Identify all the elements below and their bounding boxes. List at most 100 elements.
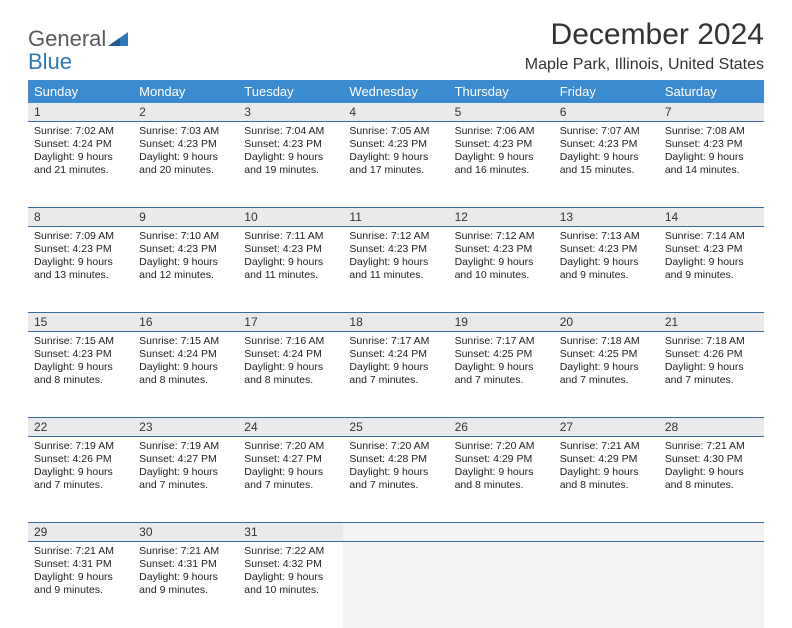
day-cell: Sunrise: 7:16 AMSunset: 4:24 PMDaylight:… bbox=[238, 332, 343, 418]
day-cell: Sunrise: 7:21 AMSunset: 4:31 PMDaylight:… bbox=[28, 542, 133, 628]
day-cell: Sunrise: 7:20 AMSunset: 4:29 PMDaylight:… bbox=[449, 437, 554, 523]
day-number-cell: 29 bbox=[28, 523, 133, 542]
day-number-cell: 14 bbox=[659, 208, 764, 227]
logo-triangle-icon bbox=[108, 27, 128, 50]
calendar-table: SundayMondayTuesdayWednesdayThursdayFrid… bbox=[28, 80, 764, 628]
day-number-cell: 1 bbox=[28, 103, 133, 122]
day-cell: Sunrise: 7:08 AMSunset: 4:23 PMDaylight:… bbox=[659, 122, 764, 208]
weekday-header: Thursday bbox=[449, 80, 554, 103]
logo: General Blue bbox=[28, 18, 128, 73]
day-cell: Sunrise: 7:21 AMSunset: 4:29 PMDaylight:… bbox=[554, 437, 659, 523]
day-cell: Sunrise: 7:18 AMSunset: 4:25 PMDaylight:… bbox=[554, 332, 659, 418]
day-content: Sunrise: 7:17 AMSunset: 4:25 PMDaylight:… bbox=[449, 332, 554, 392]
day-content: Sunrise: 7:13 AMSunset: 4:23 PMDaylight:… bbox=[554, 227, 659, 287]
day-number: 3 bbox=[238, 103, 343, 121]
day-number: 12 bbox=[449, 208, 554, 226]
day-number-cell: 2 bbox=[133, 103, 238, 122]
day-cell: Sunrise: 7:19 AMSunset: 4:27 PMDaylight:… bbox=[133, 437, 238, 523]
day-content: Sunrise: 7:21 AMSunset: 4:31 PMDaylight:… bbox=[133, 542, 238, 602]
day-number-cell: 16 bbox=[133, 313, 238, 332]
day-cell: Sunrise: 7:10 AMSunset: 4:23 PMDaylight:… bbox=[133, 227, 238, 313]
daynum-row: 891011121314 bbox=[28, 208, 764, 227]
day-number-cell: 18 bbox=[343, 313, 448, 332]
day-content: Sunrise: 7:09 AMSunset: 4:23 PMDaylight:… bbox=[28, 227, 133, 287]
day-number: 25 bbox=[343, 418, 448, 436]
day-content: Sunrise: 7:06 AMSunset: 4:23 PMDaylight:… bbox=[449, 122, 554, 182]
day-cell: Sunrise: 7:07 AMSunset: 4:23 PMDaylight:… bbox=[554, 122, 659, 208]
week-row: Sunrise: 7:09 AMSunset: 4:23 PMDaylight:… bbox=[28, 227, 764, 313]
day-number-cell: 6 bbox=[554, 103, 659, 122]
calendar-page: General Blue December 2024 Maple Park, I… bbox=[0, 0, 792, 612]
page-header: General Blue December 2024 Maple Park, I… bbox=[28, 18, 764, 74]
day-number-cell: 24 bbox=[238, 418, 343, 437]
day-number-cell: 13 bbox=[554, 208, 659, 227]
weekday-header: Monday bbox=[133, 80, 238, 103]
day-cell: Sunrise: 7:06 AMSunset: 4:23 PMDaylight:… bbox=[449, 122, 554, 208]
day-cell: Sunrise: 7:13 AMSunset: 4:23 PMDaylight:… bbox=[554, 227, 659, 313]
day-number: 24 bbox=[238, 418, 343, 436]
day-content: Sunrise: 7:19 AMSunset: 4:26 PMDaylight:… bbox=[28, 437, 133, 497]
week-row: Sunrise: 7:21 AMSunset: 4:31 PMDaylight:… bbox=[28, 542, 764, 628]
empty-daynum-cell bbox=[554, 523, 659, 542]
empty-daynum-cell bbox=[659, 523, 764, 542]
day-cell: Sunrise: 7:21 AMSunset: 4:31 PMDaylight:… bbox=[133, 542, 238, 628]
day-cell: Sunrise: 7:20 AMSunset: 4:28 PMDaylight:… bbox=[343, 437, 448, 523]
day-cell: Sunrise: 7:17 AMSunset: 4:25 PMDaylight:… bbox=[449, 332, 554, 418]
day-number-cell: 22 bbox=[28, 418, 133, 437]
day-number: 19 bbox=[449, 313, 554, 331]
day-content: Sunrise: 7:03 AMSunset: 4:23 PMDaylight:… bbox=[133, 122, 238, 182]
daynum-row: 1234567 bbox=[28, 103, 764, 122]
day-number: 15 bbox=[28, 313, 133, 331]
day-content: Sunrise: 7:12 AMSunset: 4:23 PMDaylight:… bbox=[449, 227, 554, 287]
day-number-cell: 10 bbox=[238, 208, 343, 227]
day-number: 31 bbox=[238, 523, 343, 541]
day-number-cell: 7 bbox=[659, 103, 764, 122]
empty-daynum-cell bbox=[449, 523, 554, 542]
week-row: Sunrise: 7:19 AMSunset: 4:26 PMDaylight:… bbox=[28, 437, 764, 523]
daynum-row: 293031 bbox=[28, 523, 764, 542]
day-content: Sunrise: 7:02 AMSunset: 4:24 PMDaylight:… bbox=[28, 122, 133, 182]
day-cell: Sunrise: 7:04 AMSunset: 4:23 PMDaylight:… bbox=[238, 122, 343, 208]
day-number: 17 bbox=[238, 313, 343, 331]
day-number-cell: 15 bbox=[28, 313, 133, 332]
day-content: Sunrise: 7:18 AMSunset: 4:26 PMDaylight:… bbox=[659, 332, 764, 392]
day-content: Sunrise: 7:11 AMSunset: 4:23 PMDaylight:… bbox=[238, 227, 343, 287]
weekday-header: Wednesday bbox=[343, 80, 448, 103]
day-cell: Sunrise: 7:12 AMSunset: 4:23 PMDaylight:… bbox=[343, 227, 448, 313]
day-content: Sunrise: 7:22 AMSunset: 4:32 PMDaylight:… bbox=[238, 542, 343, 602]
day-number-cell: 25 bbox=[343, 418, 448, 437]
day-number-cell: 23 bbox=[133, 418, 238, 437]
day-number-cell: 17 bbox=[238, 313, 343, 332]
day-content: Sunrise: 7:17 AMSunset: 4:24 PMDaylight:… bbox=[343, 332, 448, 392]
empty-day-cell bbox=[554, 542, 659, 628]
empty-day-cell bbox=[343, 542, 448, 628]
day-number: 9 bbox=[133, 208, 238, 226]
week-row: Sunrise: 7:02 AMSunset: 4:24 PMDaylight:… bbox=[28, 122, 764, 208]
day-content: Sunrise: 7:21 AMSunset: 4:31 PMDaylight:… bbox=[28, 542, 133, 602]
day-number-cell: 19 bbox=[449, 313, 554, 332]
day-number-cell: 20 bbox=[554, 313, 659, 332]
day-number: 28 bbox=[659, 418, 764, 436]
day-content: Sunrise: 7:19 AMSunset: 4:27 PMDaylight:… bbox=[133, 437, 238, 497]
day-number: 14 bbox=[659, 208, 764, 226]
empty-day-cell bbox=[659, 542, 764, 628]
day-cell: Sunrise: 7:19 AMSunset: 4:26 PMDaylight:… bbox=[28, 437, 133, 523]
day-content: Sunrise: 7:05 AMSunset: 4:23 PMDaylight:… bbox=[343, 122, 448, 182]
day-number: 2 bbox=[133, 103, 238, 121]
day-content: Sunrise: 7:07 AMSunset: 4:23 PMDaylight:… bbox=[554, 122, 659, 182]
day-number-cell: 4 bbox=[343, 103, 448, 122]
day-number: 23 bbox=[133, 418, 238, 436]
weekday-header: Saturday bbox=[659, 80, 764, 103]
day-cell: Sunrise: 7:12 AMSunset: 4:23 PMDaylight:… bbox=[449, 227, 554, 313]
day-number-cell: 8 bbox=[28, 208, 133, 227]
day-content: Sunrise: 7:21 AMSunset: 4:30 PMDaylight:… bbox=[659, 437, 764, 497]
day-content: Sunrise: 7:18 AMSunset: 4:25 PMDaylight:… bbox=[554, 332, 659, 392]
day-number: 7 bbox=[659, 103, 764, 121]
day-number: 10 bbox=[238, 208, 343, 226]
day-cell: Sunrise: 7:14 AMSunset: 4:23 PMDaylight:… bbox=[659, 227, 764, 313]
day-cell: Sunrise: 7:11 AMSunset: 4:23 PMDaylight:… bbox=[238, 227, 343, 313]
day-content: Sunrise: 7:14 AMSunset: 4:23 PMDaylight:… bbox=[659, 227, 764, 287]
day-content: Sunrise: 7:12 AMSunset: 4:23 PMDaylight:… bbox=[343, 227, 448, 287]
weekday-header: Sunday bbox=[28, 80, 133, 103]
daynum-row: 15161718192021 bbox=[28, 313, 764, 332]
